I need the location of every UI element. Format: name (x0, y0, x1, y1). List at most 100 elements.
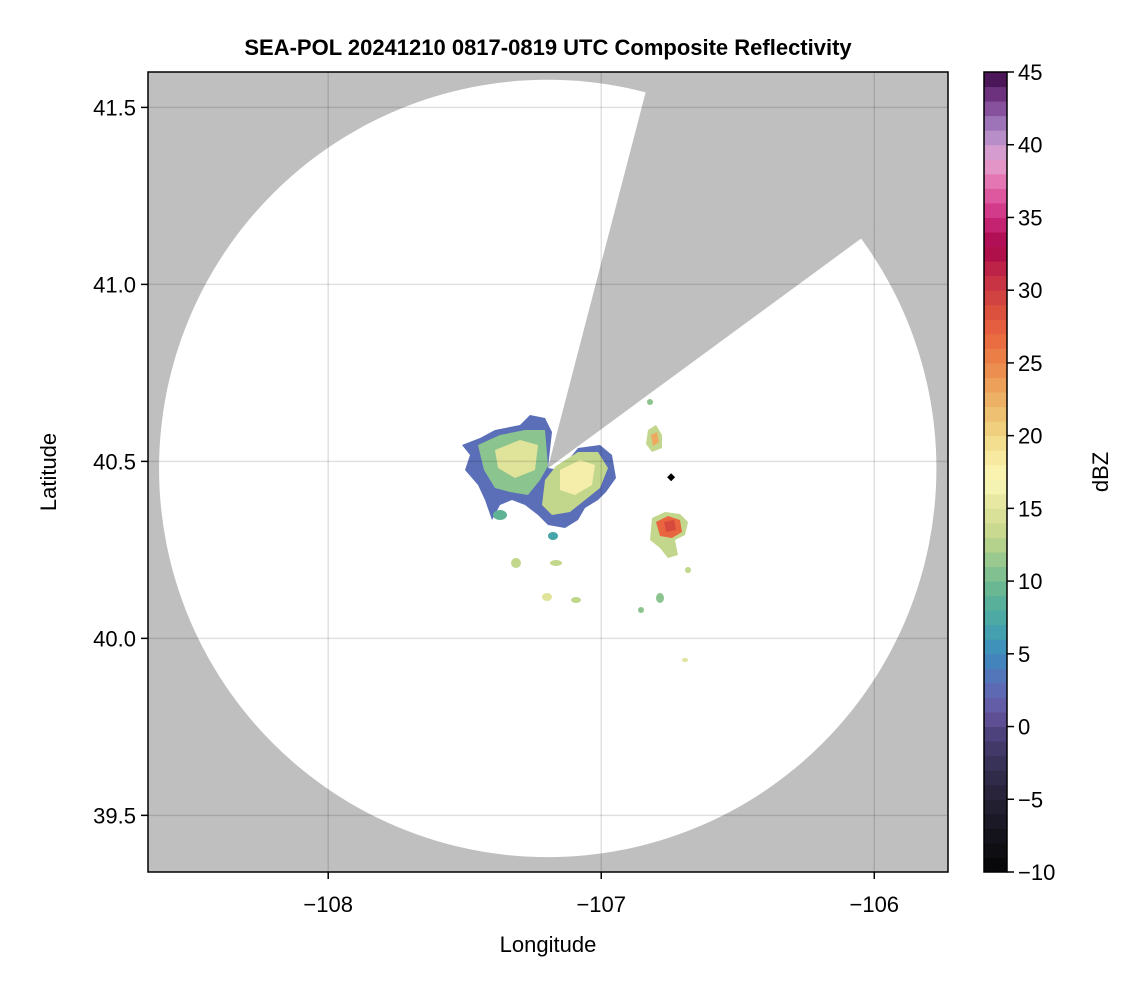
colorbar-segment (984, 464, 1007, 480)
echo-small (542, 593, 552, 601)
colorbar-segment (984, 348, 1007, 364)
echo-main-highlight (560, 460, 595, 495)
colorbar-tick-label: 45 (1018, 60, 1042, 85)
colorbar-segment (984, 770, 1007, 786)
colorbar-tick-label: 10 (1018, 569, 1042, 594)
colorbar-segment (984, 202, 1007, 218)
y-axis-label: Latitude (36, 433, 61, 511)
colorbar-segment (984, 232, 1007, 248)
colorbar-segment (984, 392, 1007, 408)
grid-lines (148, 72, 948, 872)
colorbar-segment (984, 755, 1007, 771)
colorbar-segment (984, 857, 1007, 873)
echo-small (682, 658, 688, 662)
colorbar-tick-label: 35 (1018, 205, 1042, 230)
reflectivity-echoes (462, 399, 691, 662)
colorbar-segment (984, 813, 1007, 829)
echo-small (647, 399, 653, 405)
colorbar-segment (984, 304, 1007, 320)
echo-small (685, 567, 691, 573)
echo-southeast-cell-peak (664, 520, 676, 532)
colorbar-frame (983, 71, 1008, 873)
colorbar-tick-label: 30 (1018, 278, 1042, 303)
colorbar-segment (984, 421, 1007, 437)
plot-frame (147, 71, 949, 873)
colorbar-segment (984, 552, 1007, 568)
colorbar-segment (984, 741, 1007, 757)
colorbar-segment (984, 610, 1007, 626)
colorbar-segment (984, 595, 1007, 611)
colorbar-tick-label: −5 (1018, 787, 1043, 812)
colorbar-segment (984, 406, 1007, 422)
colorbar-segment (984, 362, 1007, 378)
colorbar-segment (984, 639, 1007, 655)
colorbar-tick-label: 25 (1018, 351, 1042, 376)
y-tick-label: 41.5 (93, 95, 136, 120)
colorbar-segment (984, 188, 1007, 204)
colorbar-segment (984, 493, 1007, 509)
y-tick-label: 39.5 (93, 803, 136, 828)
colorbar-segment (984, 130, 1007, 146)
colorbar-segment (984, 697, 1007, 713)
colorbar-segment (984, 682, 1007, 698)
colorbar-segment (984, 537, 1007, 553)
colorbar-segment (984, 173, 1007, 189)
colorbar-tick-label: 15 (1018, 496, 1042, 521)
colorbar-segment (984, 333, 1007, 349)
colorbar-segment (984, 653, 1007, 669)
colorbar-segment (984, 261, 1007, 277)
x-axis-ticks: −108 −107 −106 (303, 872, 899, 917)
echo-small (571, 597, 581, 603)
colorbar-ticks: −10 −5 0 5 10 15 20 25 30 35 40 45 (1007, 60, 1055, 885)
echo-small (493, 510, 507, 520)
echo-small (656, 593, 664, 603)
colorbar-segment (984, 290, 1007, 306)
echo-small (511, 558, 521, 568)
echo-main-highlight (495, 440, 538, 478)
colorbar-segment (984, 319, 1007, 335)
colorbar-segment (984, 726, 1007, 742)
blocked-sector (547, 72, 948, 469)
colorbar-segment (984, 784, 1007, 800)
colorbar-tick-label: −10 (1018, 860, 1055, 885)
colorbar-segment (984, 799, 1007, 815)
x-tick-label: −107 (576, 892, 626, 917)
colorbar-segment (984, 115, 1007, 131)
colorbar-segment (984, 668, 1007, 684)
y-tick-label: 41.0 (93, 272, 136, 297)
colorbar-segment (984, 246, 1007, 262)
colorbar-label: dBZ (1088, 452, 1113, 492)
colorbar-segment (984, 159, 1007, 175)
colorbar-segment (984, 828, 1007, 844)
colorbar-tick-label: 40 (1018, 133, 1042, 158)
colorbar-segment (984, 522, 1007, 538)
colorbar-segment (984, 450, 1007, 466)
echo-north-cell-core (651, 432, 659, 446)
colorbar-segment (984, 479, 1007, 495)
colorbar-segment (984, 712, 1007, 728)
y-tick-label: 40.0 (93, 626, 136, 651)
colorbar-segment (984, 624, 1007, 640)
chart-title: SEA-POL 20241210 0817-0819 UTC Composite… (244, 35, 852, 60)
radar-marker-diamond (667, 473, 676, 482)
echo-small (550, 560, 562, 566)
x-tick-label: −108 (303, 892, 353, 917)
colorbar-segment (984, 435, 1007, 451)
colorbar-segment (984, 508, 1007, 524)
x-axis-label: Longitude (500, 932, 597, 957)
echo-small (638, 607, 644, 613)
colorbar-segment (984, 566, 1007, 582)
y-axis-ticks: 39.5 40.0 40.5 41.0 41.5 (93, 95, 148, 828)
colorbar-segment (984, 581, 1007, 597)
colorbar-tick-label: 0 (1018, 715, 1030, 740)
colorbar-segment (984, 377, 1007, 393)
colorbar-segment (984, 275, 1007, 291)
colorbar-segment (984, 217, 1007, 233)
colorbar-tick-label: 5 (1018, 642, 1030, 667)
colorbar-segment (984, 842, 1007, 858)
colorbar-segment (984, 72, 1007, 88)
x-tick-label: −106 (849, 892, 899, 917)
colorbar-tick-label: 20 (1018, 424, 1042, 449)
echo-small (548, 532, 558, 540)
